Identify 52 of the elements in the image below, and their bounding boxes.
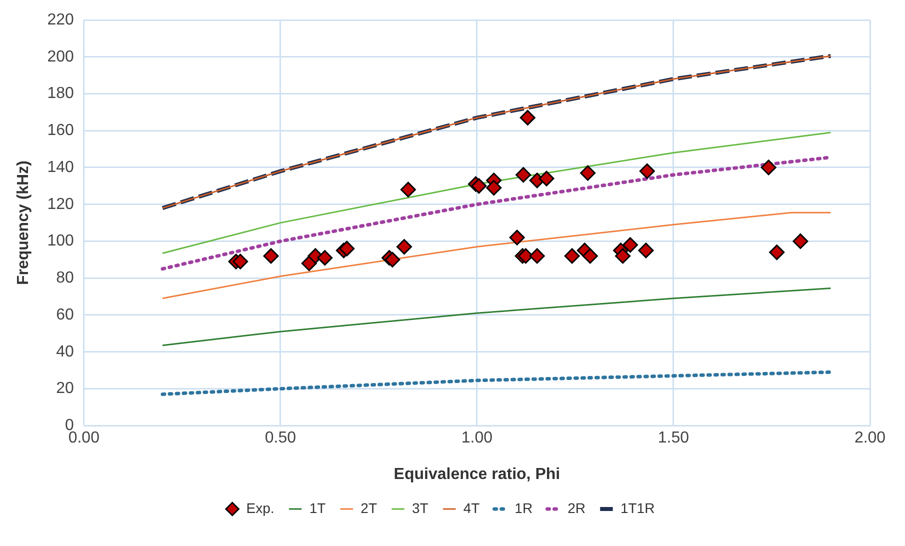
point xyxy=(509,230,525,246)
y-tick-label: 140 xyxy=(47,158,74,176)
legend-label: 1T xyxy=(309,500,326,516)
point xyxy=(564,248,580,264)
legend-label: 2R xyxy=(568,500,586,516)
x-tick-label: 0.50 xyxy=(264,430,296,447)
y-tick-label: 160 xyxy=(47,122,74,140)
point xyxy=(263,248,279,264)
y-tick-label: 220 xyxy=(47,11,74,28)
y-tick-label: 40 xyxy=(56,343,74,360)
y-tick-label: 80 xyxy=(56,270,74,287)
y-tick-label: 20 xyxy=(56,380,74,398)
point xyxy=(760,160,776,176)
point xyxy=(582,248,598,264)
point xyxy=(622,237,638,253)
legend-label: Exp. xyxy=(246,500,274,516)
legend-label: 2T xyxy=(360,500,378,516)
x-tick-label: 2.00 xyxy=(854,430,886,447)
y-tick-label: 200 xyxy=(47,48,74,66)
point xyxy=(529,248,545,264)
point xyxy=(396,239,412,255)
y-tick-label: 100 xyxy=(47,232,74,250)
point xyxy=(520,110,536,126)
point xyxy=(339,240,355,256)
point xyxy=(317,250,333,266)
y-axis-title: Frequency (kHz) xyxy=(15,160,32,286)
point xyxy=(232,254,248,270)
point xyxy=(615,248,631,264)
x-tick-label: 0.00 xyxy=(68,430,100,447)
point xyxy=(638,242,654,258)
legend-label: 4T xyxy=(463,500,480,516)
point xyxy=(486,180,502,196)
x-tick-label: 1.50 xyxy=(658,430,690,447)
legend-label: 1T1R xyxy=(620,500,655,516)
point xyxy=(400,182,416,198)
point xyxy=(518,248,534,264)
point xyxy=(580,165,596,181)
y-tick-label: 180 xyxy=(47,85,74,102)
point xyxy=(471,178,487,194)
point xyxy=(769,244,785,260)
y-tick-label: 120 xyxy=(47,196,74,213)
point xyxy=(384,252,400,268)
legend-label: 1R xyxy=(514,500,533,516)
line-series xyxy=(160,370,832,396)
point xyxy=(639,163,655,179)
y-tick-label: 60 xyxy=(56,306,74,324)
point xyxy=(516,167,532,183)
x-axis-title: Equivalence ratio, Phi xyxy=(394,466,560,483)
legend-label: 3T xyxy=(412,500,429,516)
point xyxy=(538,170,554,186)
x-tick-label: 1.00 xyxy=(461,430,493,447)
point xyxy=(792,233,808,249)
